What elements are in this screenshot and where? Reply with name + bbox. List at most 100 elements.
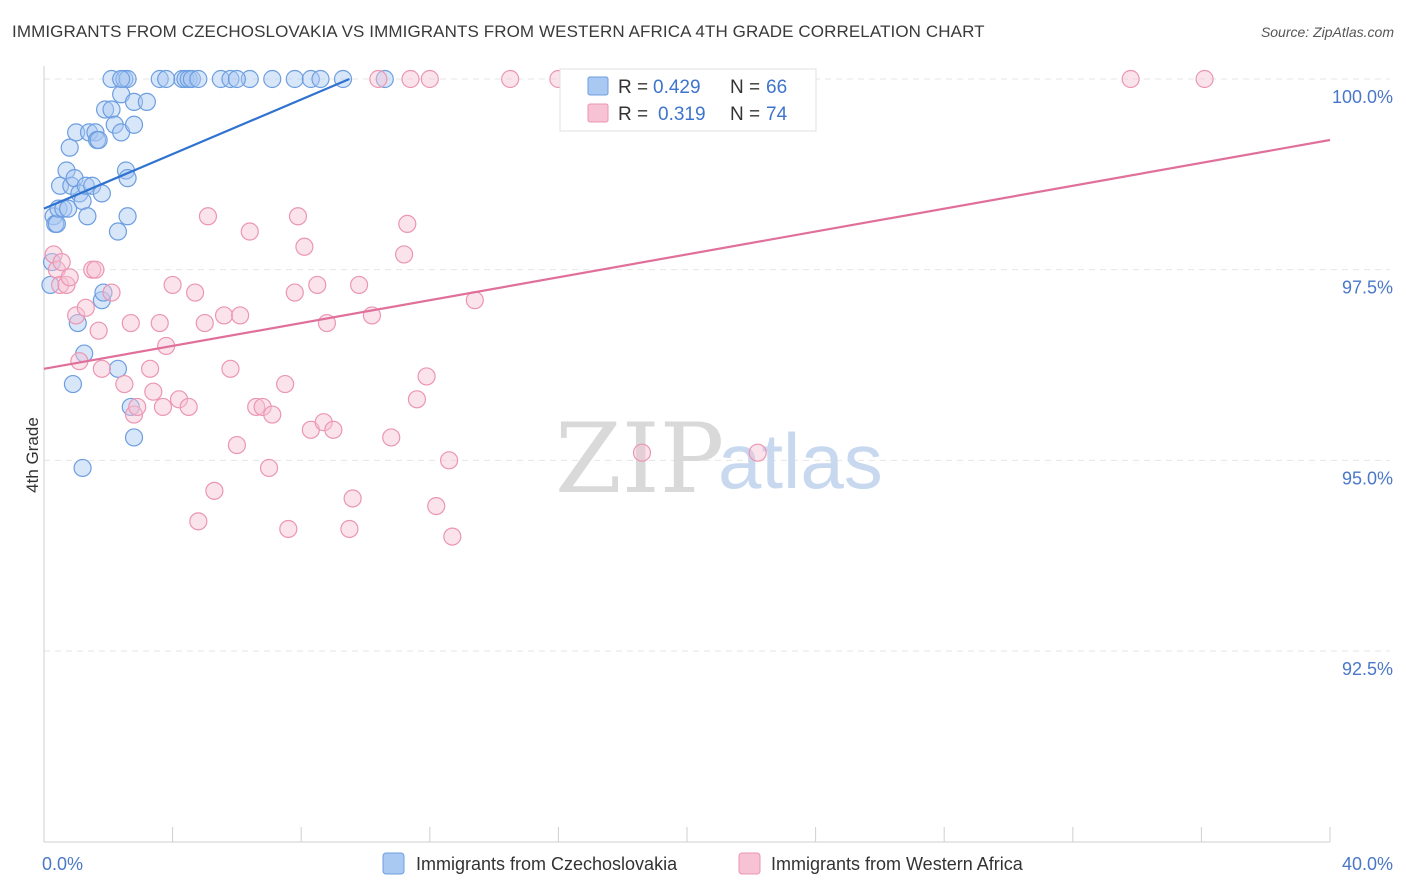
watermark: ZIP atlas: [555, 403, 883, 515]
x-tick-label: 0.0%: [42, 854, 83, 874]
point-western-africa: [632, 443, 652, 462]
point-czechoslovakia: [63, 374, 83, 394]
point-western-africa: [169, 390, 189, 409]
point-czechoslovakia: [68, 313, 87, 333]
point-czechoslovakia: [124, 428, 144, 447]
point-western-africa: [76, 298, 95, 317]
y-tick-label: 100.0%: [1332, 87, 1393, 107]
point-western-africa: [285, 283, 304, 302]
point-czechoslovakia: [108, 222, 128, 241]
watermark-zip: ZIP: [555, 403, 724, 515]
point-western-africa: [144, 382, 163, 401]
point-czechoslovakia: [112, 69, 131, 89]
point-western-africa: [295, 237, 314, 256]
stats-blue-swatch: [587, 76, 609, 96]
point-western-africa: [1195, 69, 1214, 89]
point-czechoslovakia: [41, 275, 60, 295]
point-czechoslovakia: [263, 69, 282, 89]
point-western-africa: [314, 413, 333, 432]
point-western-africa: [163, 275, 182, 295]
point-western-africa: [369, 69, 388, 89]
point-czechoslovakia: [240, 69, 259, 89]
point-western-africa: [205, 481, 224, 500]
point-western-africa: [50, 275, 70, 295]
point-western-africa: [394, 245, 414, 264]
stats-blue-r-label: R =: [618, 77, 648, 98]
point-western-africa: [115, 374, 134, 394]
point-western-africa: [443, 527, 462, 546]
stats-blue-n-value: 66: [766, 77, 787, 98]
point-czechoslovakia: [105, 115, 124, 134]
point-czechoslovakia: [150, 69, 169, 89]
point-western-africa: [89, 321, 108, 340]
point-western-africa: [179, 397, 198, 417]
point-western-africa: [86, 260, 105, 279]
point-western-africa: [1121, 69, 1140, 89]
point-czechoslovakia: [89, 130, 108, 150]
point-western-africa: [288, 207, 308, 226]
point-western-africa: [214, 306, 234, 325]
point-western-africa: [121, 313, 140, 333]
point-czechoslovakia: [285, 69, 304, 89]
point-czechoslovakia: [189, 69, 208, 89]
point-czechoslovakia: [311, 69, 330, 89]
point-western-africa: [748, 443, 767, 462]
point-czechoslovakia: [59, 199, 78, 218]
point-czechoslovakia: [102, 69, 121, 89]
trend-line-czechoslovakia: [43, 77, 350, 210]
point-czechoslovakia: [375, 69, 394, 89]
point-czechoslovakia: [73, 458, 92, 478]
point-czechoslovakia: [301, 69, 320, 89]
point-western-africa: [401, 69, 420, 89]
point-czechoslovakia: [221, 69, 240, 89]
stats-blue-n-label: N =: [730, 77, 760, 98]
point-western-africa: [398, 214, 417, 234]
point-western-africa: [247, 397, 266, 417]
point-czechoslovakia: [157, 69, 176, 89]
point-czechoslovakia: [118, 207, 137, 226]
point-czechoslovakia: [124, 92, 144, 111]
stats-pink-n-label: N =: [730, 104, 760, 125]
point-western-africa: [259, 458, 279, 478]
point-western-africa: [128, 397, 147, 417]
point-western-africa: [324, 420, 343, 439]
legend-swatch-western-africa: [738, 852, 761, 875]
stats-box: R = 0.429 N = 66 R = 0.319 N = 74: [559, 68, 817, 132]
point-western-africa: [195, 313, 214, 333]
point-western-africa: [140, 359, 160, 378]
point-czechoslovakia: [108, 359, 128, 378]
point-western-africa: [227, 435, 246, 455]
point-western-africa: [308, 275, 327, 295]
point-czechoslovakia: [78, 207, 97, 226]
legend: Immigrants from Czechoslovakia Immigrant…: [382, 852, 1024, 875]
tick-labels: 100.0% 97.5% 95.0% 92.5% 0.0% 40.0%: [42, 87, 1393, 874]
stats-pink-r-label: R =: [618, 104, 648, 125]
point-western-africa: [153, 397, 173, 417]
point-western-africa: [189, 512, 208, 531]
trend-lines: [43, 77, 1331, 370]
point-western-africa: [60, 268, 79, 287]
point-western-africa: [427, 496, 446, 516]
point-western-africa: [198, 207, 218, 226]
point-western-africa: [439, 451, 459, 470]
y-tick-label: 97.5%: [1342, 278, 1393, 298]
point-czechoslovakia: [211, 69, 230, 89]
point-czechoslovakia: [227, 69, 246, 89]
point-western-africa: [382, 428, 401, 447]
y-tick-label: 95.0%: [1342, 468, 1393, 488]
point-czechoslovakia: [67, 123, 86, 142]
point-western-africa: [420, 69, 439, 89]
data-points: [41, 69, 1214, 546]
stats-pink-r-value: 0.319: [658, 104, 706, 125]
point-western-africa: [263, 405, 282, 424]
legend-label-western-africa: Immigrants from Western Africa: [771, 854, 1024, 874]
stats-blue-r-value: 0.429: [653, 77, 701, 98]
point-western-africa: [231, 306, 250, 325]
chart-title: IMMIGRANTS FROM CZECHOSLOVAKIA VS IMMIGR…: [12, 22, 985, 41]
axes: [43, 66, 1331, 843]
point-western-africa: [340, 519, 359, 539]
point-czechoslovakia: [124, 115, 144, 134]
point-western-africa: [150, 313, 169, 333]
point-western-africa: [349, 275, 369, 295]
